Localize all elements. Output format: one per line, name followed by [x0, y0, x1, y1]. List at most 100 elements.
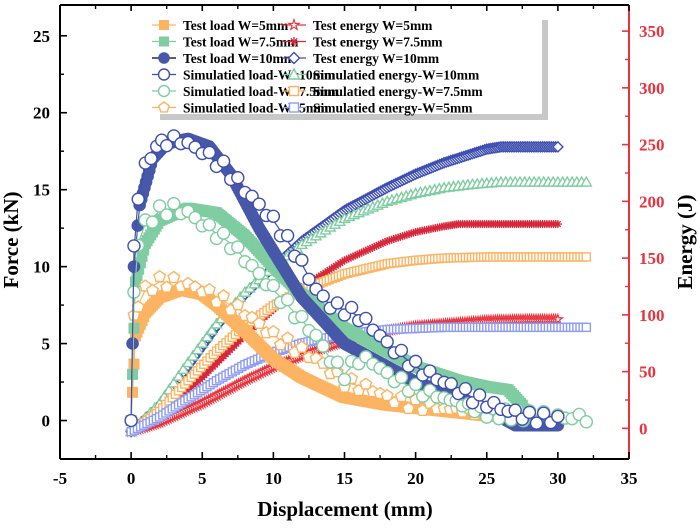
legend-label: Test load W=7.5mm — [183, 35, 299, 50]
data-point — [408, 377, 423, 392]
data-point — [202, 282, 216, 296]
data-point — [128, 358, 140, 370]
data-point — [144, 151, 158, 166]
data-point — [330, 296, 345, 310]
data-point — [309, 328, 323, 343]
legend-marker — [157, 101, 171, 113]
legend-marker — [289, 37, 299, 46]
data-point — [160, 280, 174, 293]
data-point — [551, 140, 564, 153]
data-point — [580, 175, 593, 187]
y-tick-label: 0 — [42, 412, 51, 431]
data-point — [216, 226, 231, 240]
data-point — [359, 377, 373, 390]
data-point — [172, 369, 185, 381]
legend-item: Test energy W=7.5mm — [282, 35, 443, 50]
data-point — [380, 365, 394, 380]
data-point — [444, 377, 458, 391]
legend-label: Test load W=5mm — [183, 18, 289, 33]
data-point — [330, 355, 345, 369]
x-tick-label: 10 — [265, 469, 282, 488]
legend-item: Test energy W=5mm — [282, 17, 433, 33]
y2-tick-label: 350 — [639, 22, 665, 41]
data-point — [159, 208, 174, 222]
y2-tick-label: 150 — [639, 249, 665, 268]
data-point — [280, 228, 295, 243]
data-point — [529, 416, 544, 430]
x-axis-title: Displacement (mm) — [257, 497, 433, 521]
legend-marker — [158, 52, 170, 64]
y-tick-label: 25 — [33, 27, 50, 46]
data-point — [186, 349, 199, 361]
data-point — [167, 270, 181, 284]
x-tick-label: 15 — [336, 469, 353, 488]
x-tick-label: 30 — [549, 469, 566, 488]
data-point — [423, 364, 437, 378]
y2-tick-label: 200 — [639, 192, 665, 211]
legend-marker — [159, 36, 169, 47]
y2-tick-label: 100 — [639, 306, 665, 325]
data-point — [124, 413, 138, 428]
data-point — [295, 309, 309, 324]
data-point — [196, 336, 209, 348]
y-tick-label: 20 — [33, 104, 50, 123]
legend-label: Test energy W=7.5mm — [313, 35, 443, 50]
data-point — [205, 323, 218, 336]
data-point — [380, 335, 394, 349]
data-point — [302, 272, 316, 287]
y2-axis-title: Energy (J) — [673, 194, 697, 289]
data-point — [458, 382, 473, 396]
data-point — [581, 322, 592, 333]
legend-label: Simulatied energy-W=5mm — [313, 101, 473, 116]
legend-label: Simulatied load-W=5mm — [183, 101, 329, 116]
data-point — [167, 376, 180, 388]
y-tick-label: 15 — [33, 181, 50, 200]
series-simulatied-energy-w-7-5mm — [126, 252, 592, 437]
data-point — [177, 362, 190, 375]
data-point — [216, 154, 231, 168]
data-point — [337, 372, 352, 387]
legend-marker — [286, 17, 302, 31]
data-point — [167, 196, 181, 211]
legend-item: Simulatied energy-W=10mm — [282, 68, 480, 83]
data-point — [231, 297, 245, 311]
x-tick-label: 0 — [127, 469, 136, 488]
x-tick-label: 5 — [198, 469, 207, 488]
legend-marker — [159, 20, 169, 30]
data-point — [217, 289, 231, 302]
legend-label: Test energy W=5mm — [313, 18, 433, 33]
data-point — [359, 311, 373, 326]
data-point — [202, 145, 217, 160]
data-point — [127, 239, 141, 253]
y-axis-title: Force (kN) — [0, 192, 23, 289]
legend-box — [154, 14, 542, 114]
data-point — [316, 339, 330, 353]
data-point — [472, 388, 487, 402]
data-point — [551, 409, 565, 424]
legend-marker — [288, 85, 300, 97]
data-point — [252, 266, 266, 281]
legend-item: Simulatied load-W=7.5mm — [152, 84, 339, 99]
data-point — [394, 343, 409, 358]
plot-area — [124, 129, 594, 438]
data-point — [266, 209, 281, 223]
legend-item: Simulatied energy-W=5mm — [282, 101, 473, 116]
y2-tick-label: 300 — [639, 79, 665, 98]
y2-tick-label: 250 — [639, 136, 665, 155]
data-point — [266, 278, 281, 293]
x-tick-label: -5 — [53, 469, 67, 488]
y-tick-label: 5 — [42, 335, 51, 354]
y2-tick-label: 0 — [639, 419, 648, 438]
data-point — [408, 354, 423, 369]
legend-item: Test load W=5mm — [152, 18, 289, 33]
data-point — [145, 215, 160, 229]
legend-marker — [157, 68, 171, 81]
data-point — [252, 197, 266, 211]
legend-label: Simulatied load-W=7.5mm — [183, 84, 339, 99]
data-point — [231, 240, 245, 254]
y2-tick-label: 50 — [639, 363, 656, 382]
axes: -5 0 5 10 15 20 25 30 35051015202505010015020025… — [33, 4, 665, 488]
data-point — [522, 405, 537, 420]
